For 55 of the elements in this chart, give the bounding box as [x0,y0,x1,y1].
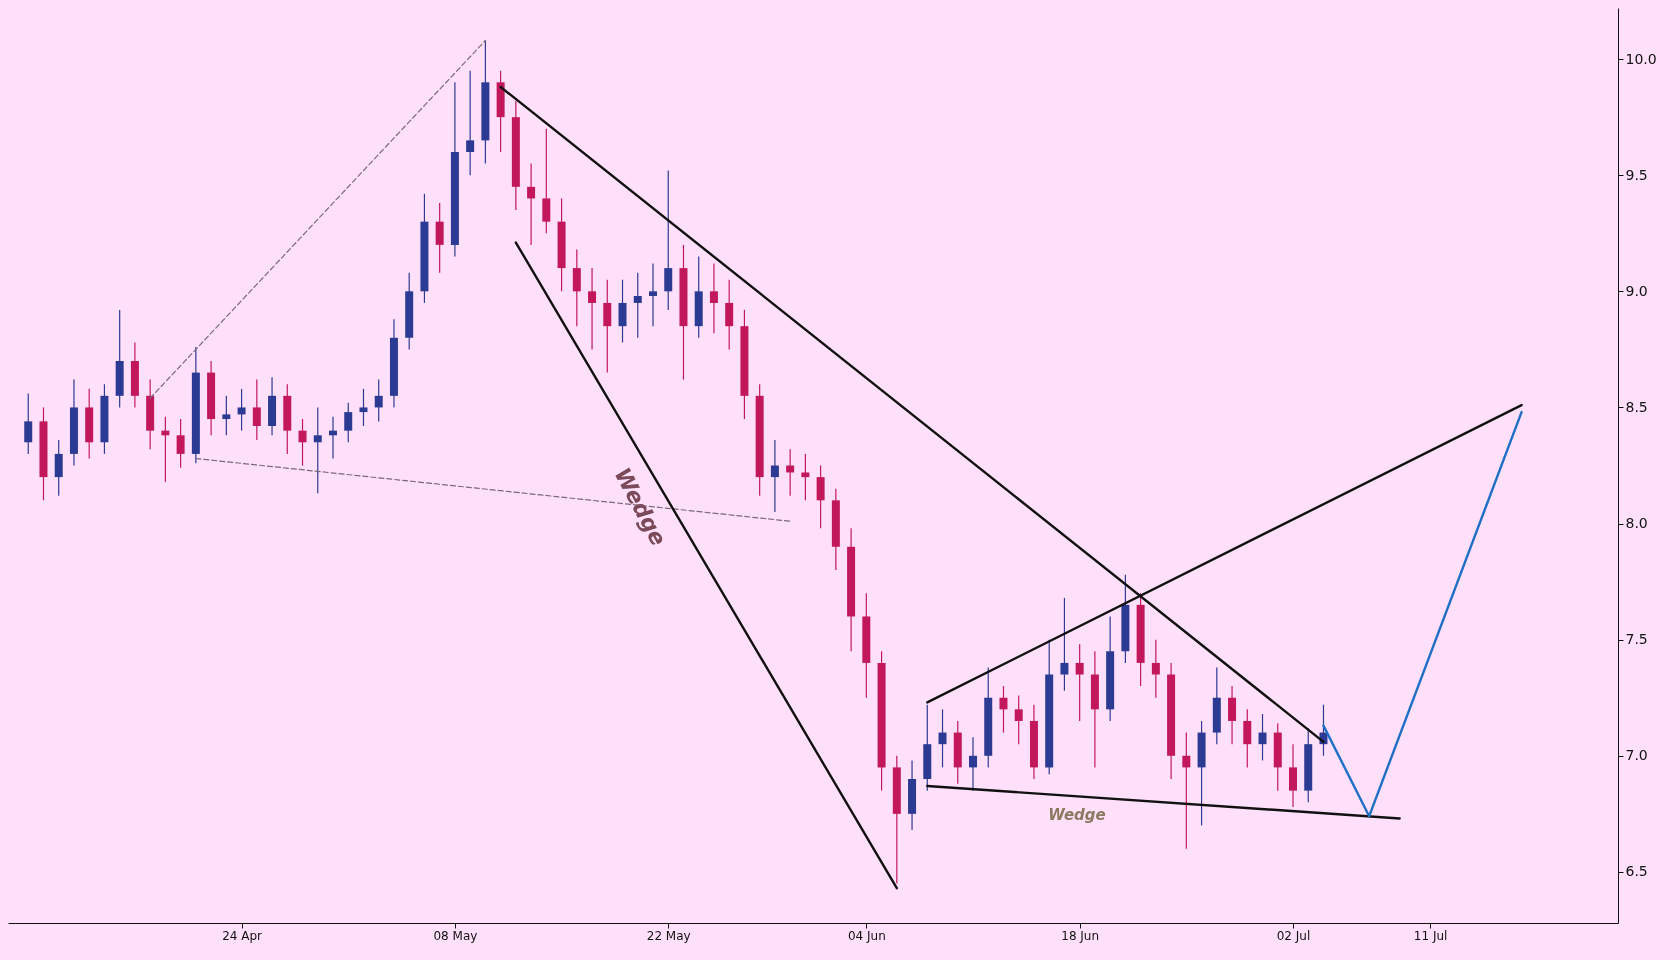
candlestick [709,262,718,334]
candlestick [725,279,734,350]
candlestick [1258,713,1267,762]
annotation: Wedge [1048,806,1106,824]
y-tick-label: 8.5 [1625,398,1648,415]
y-tick-label: 9.0 [1625,282,1648,299]
candlestick [1151,639,1160,699]
candlestick [359,388,368,427]
candlestick [633,272,642,339]
candlestick [1075,643,1084,722]
candlestick [435,202,444,274]
candlestick [938,708,947,768]
candlestick [344,402,353,443]
candlestick [999,685,1008,734]
x-tick-label: 18 Jun [1061,928,1100,943]
candlestick [527,163,536,246]
x-tick-label: 22 May [646,928,691,943]
candlestick [252,378,261,441]
candlestick [1289,743,1297,808]
y-tick-label: 7.0 [1625,747,1648,764]
candlestick [237,388,246,432]
candlestick [618,279,627,344]
candlestick [313,406,322,494]
y-tick-label: 9.5 [1625,166,1648,183]
y-tick-label: 6.5 [1625,863,1648,880]
candlestick [1060,597,1069,692]
y-tick-label: 10.0 [1625,50,1657,67]
candlestick [816,464,825,529]
candlestick [374,378,383,422]
candlestick [222,395,231,436]
candlestick [1243,708,1252,768]
candlestick [24,392,33,455]
y-tick-label: 8.0 [1625,515,1648,532]
candlestick [298,418,307,467]
x-tick-label: 02 Jul [1276,928,1311,943]
candlestick [603,279,612,374]
candlestick [466,70,475,176]
candlestick [588,267,597,350]
candlestick [542,128,551,234]
candlestick [1182,731,1191,850]
x-tick-label: 08 May [433,928,478,943]
candlestick [1228,685,1237,745]
candlestick [176,418,185,469]
candlestick [664,169,673,311]
x-tick-label: 24 Apr [222,928,263,943]
candlestick [969,736,977,792]
candlestick [54,439,63,497]
x-tick-label: 04 Jun [847,928,886,943]
candlestick [801,453,810,501]
x-tick-label: 11 Jul [1413,928,1448,943]
candlestick [770,439,779,513]
y-tick-label: 7.5 [1625,631,1648,648]
candlestick [572,248,581,327]
candlestick [1014,694,1023,745]
candlestick [649,262,657,327]
